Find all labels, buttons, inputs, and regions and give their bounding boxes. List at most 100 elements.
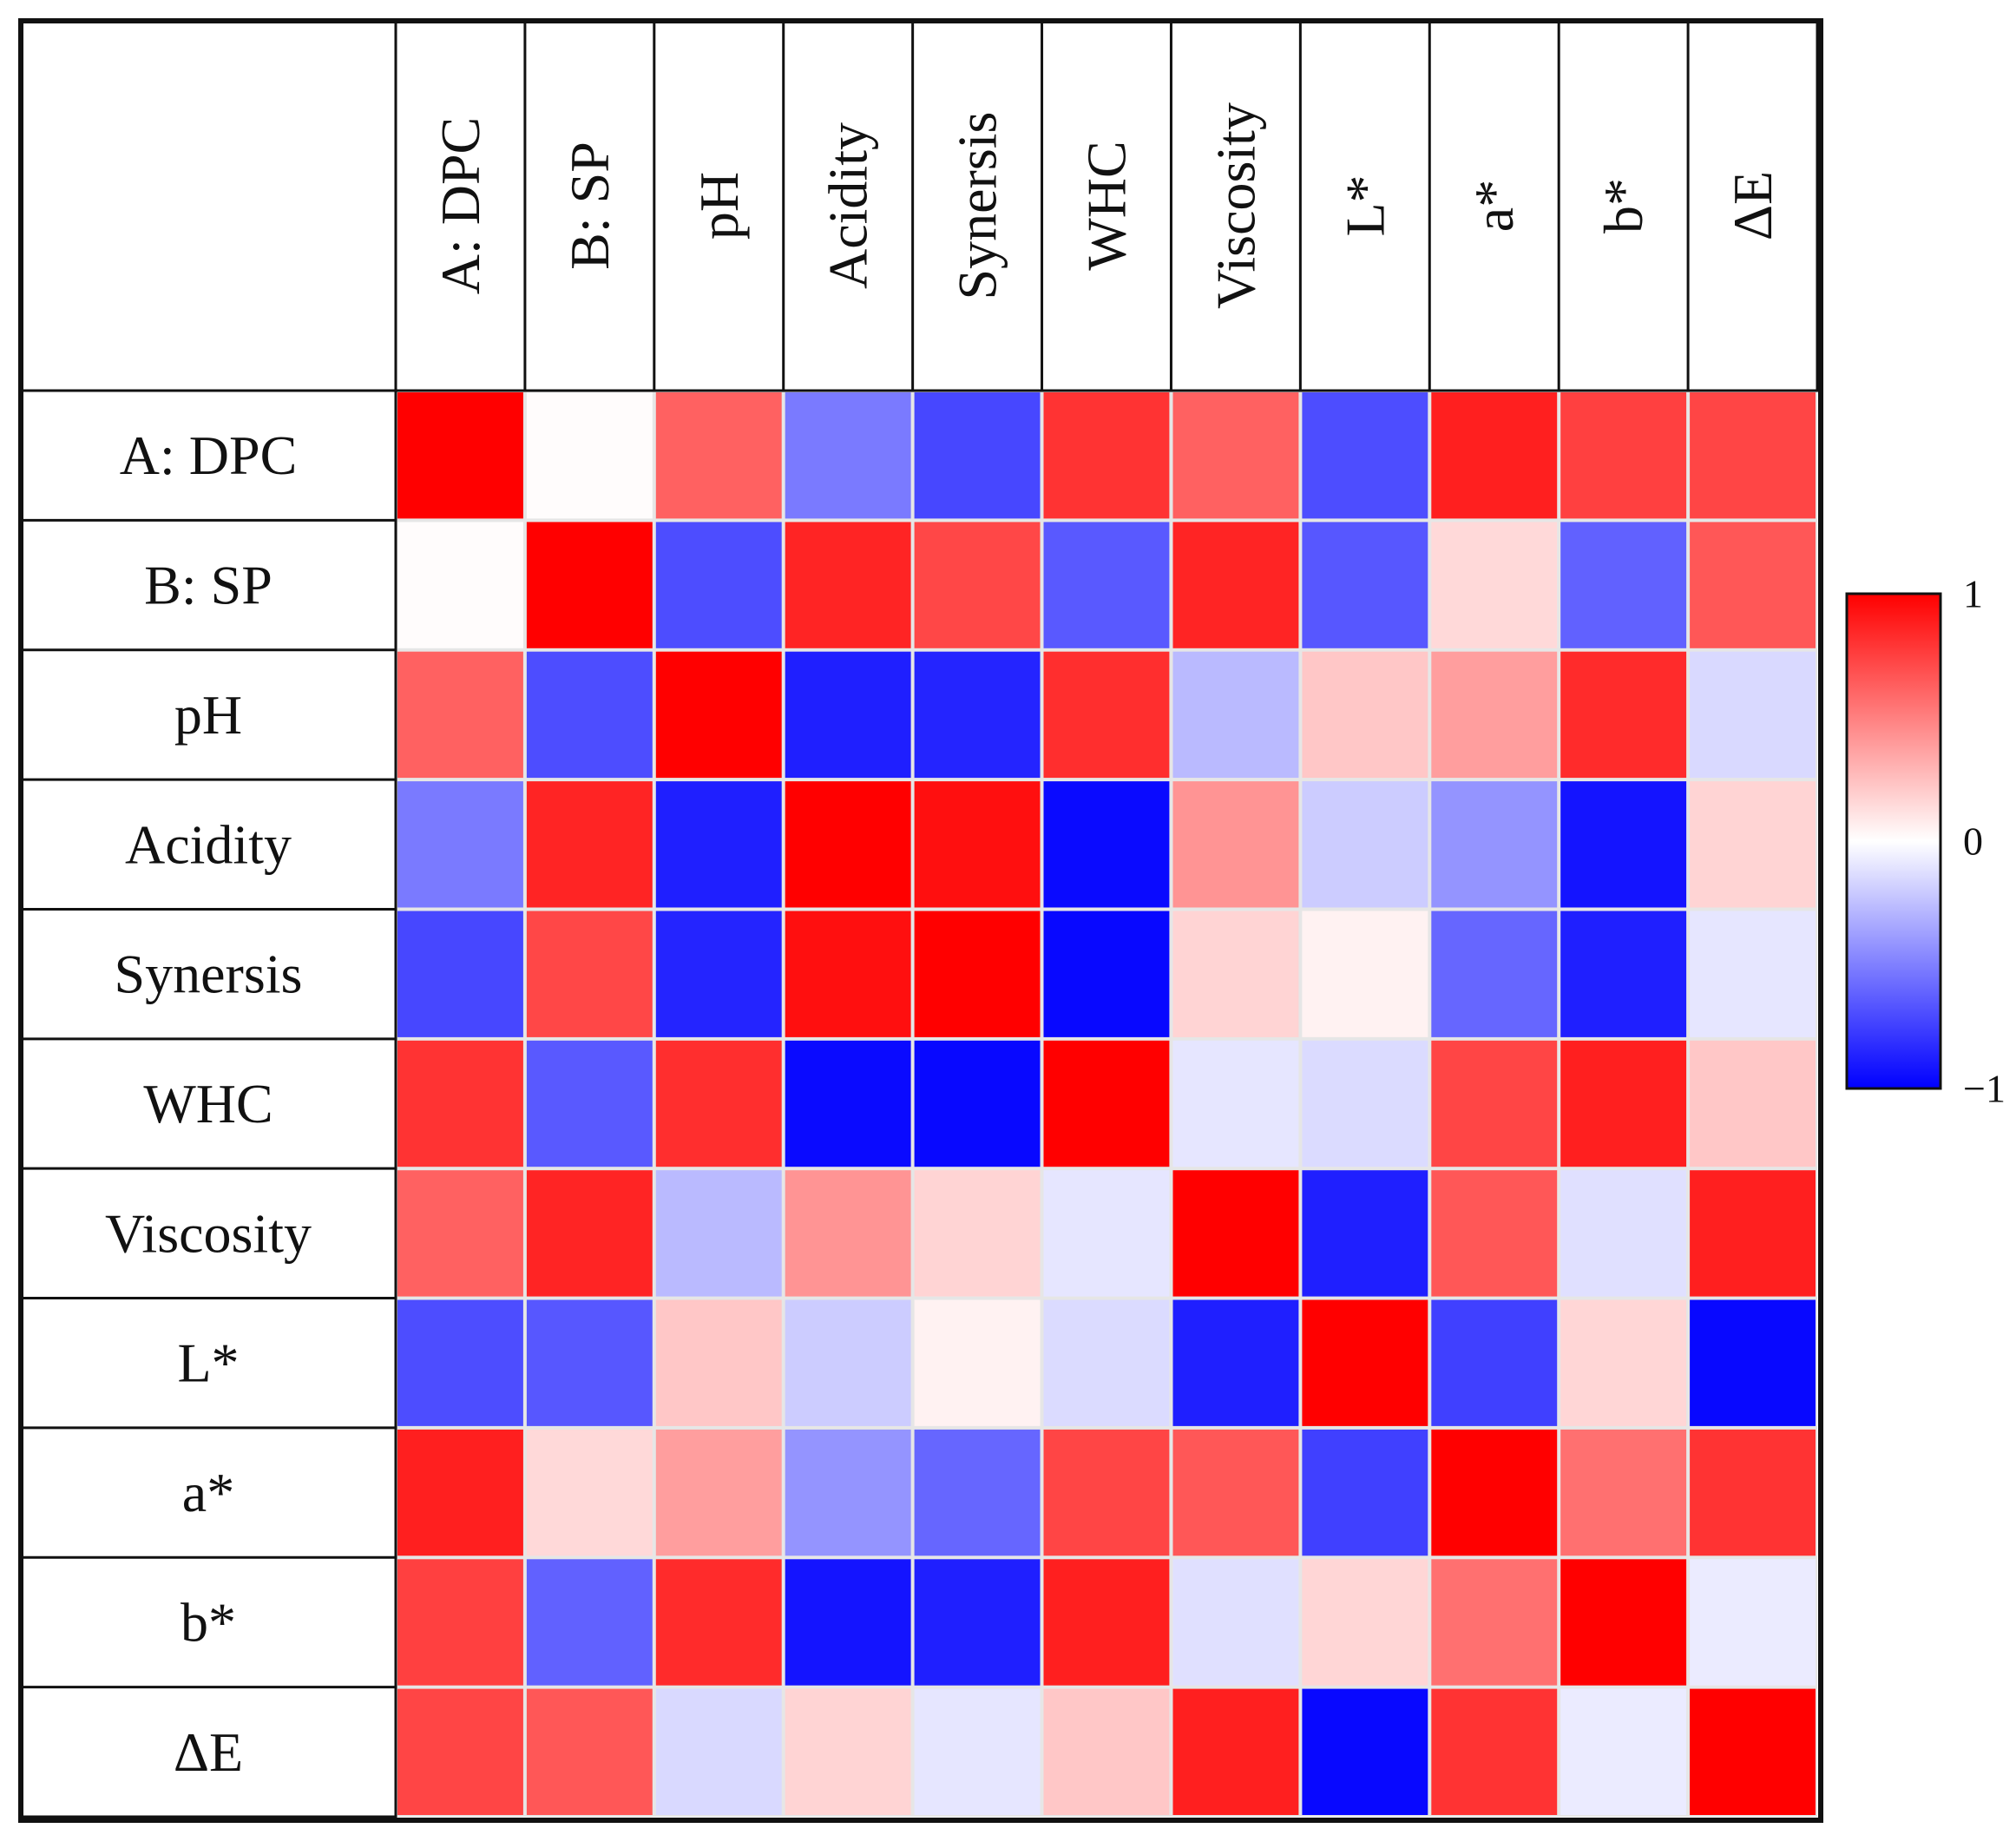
heatmap-cell (526, 1559, 653, 1686)
heatmap-cell (1690, 522, 1816, 648)
heatmap-cell (655, 1170, 782, 1297)
heatmap-cell (526, 392, 653, 519)
column-label: pH (688, 172, 750, 240)
row-label: Acidity (125, 813, 292, 875)
row-label: A: DPC (120, 424, 298, 486)
heatmap-cell (655, 1299, 782, 1426)
column-labels: A: DPC B: SP pH Acidity Synersis WHC Viscosity… (430, 102, 1783, 309)
heatmap-cell (1431, 392, 1558, 519)
heatmap-cell (1043, 1559, 1170, 1686)
heatmap-cell (526, 1688, 653, 1815)
column-label: A: DPC (430, 117, 491, 295)
column-label: Viscosity (1205, 102, 1266, 309)
heatmap-cell (1172, 1170, 1299, 1297)
heatmap-cell (655, 1040, 782, 1167)
heatmap-cell (785, 911, 911, 1037)
column-label: b* (1592, 178, 1654, 233)
heatmap-cell (1431, 522, 1558, 648)
heatmap-cell (1043, 1170, 1170, 1297)
row-label: pH (174, 684, 242, 746)
heatmap-cell (1560, 1299, 1687, 1426)
heatmap-cell (397, 522, 523, 648)
heatmap-cell (1560, 1429, 1687, 1556)
colorbar-tick-label: −1 (1963, 1067, 2006, 1111)
row-label: Viscosity (105, 1202, 312, 1264)
heatmap-cell (1302, 911, 1428, 1037)
heatmap-cell (655, 392, 782, 519)
heatmap-cell (1302, 1429, 1428, 1556)
heatmap-cell (526, 1299, 653, 1426)
heatmap-cell (1172, 1299, 1299, 1426)
heatmap-cell (1302, 522, 1428, 648)
column-label: Acidity (818, 122, 879, 289)
column-label: L* (1334, 174, 1395, 236)
heatmap-cell (397, 651, 523, 779)
heatmap-cell (1043, 911, 1170, 1037)
heatmap-cell (397, 1688, 523, 1815)
heatmap-cell (1172, 1559, 1299, 1686)
heatmap-cell (1431, 781, 1558, 908)
heatmap-cell (1560, 522, 1687, 648)
heatmap-cell (1302, 1688, 1428, 1815)
heatmap-cell (1431, 1040, 1558, 1167)
heatmap-cell (1172, 392, 1299, 519)
heatmap-cell (526, 1170, 653, 1297)
heatmap-cell (1690, 1688, 1816, 1815)
heatmap-cell (914, 522, 1041, 648)
heatmap-cell (1560, 651, 1687, 779)
heatmap-cell (1043, 781, 1170, 908)
heatmap-cell (1431, 1559, 1558, 1686)
row-label: Synersis (115, 944, 303, 1005)
colorbar-tick-label: 1 (1963, 572, 1983, 616)
heatmap-cell (1043, 392, 1170, 519)
heatmap-cell (1431, 1688, 1558, 1815)
colorbar-tick-label: 0 (1963, 819, 1983, 864)
row-label: b* (181, 1591, 236, 1653)
heatmap-cell (1043, 1688, 1170, 1815)
heatmap-cell (1560, 911, 1687, 1037)
heatmap-cell (1690, 392, 1816, 519)
heatmap-cell (914, 392, 1041, 519)
heatmap-cell (397, 1559, 523, 1686)
heatmap-cell (526, 781, 653, 908)
heatmap-cell (914, 1688, 1041, 1815)
heatmap-cell (785, 1429, 911, 1556)
column-label: Synersis (947, 112, 1008, 300)
heatmap-cell (1431, 1170, 1558, 1297)
heatmap-cell (1302, 1040, 1428, 1167)
row-label: WHC (143, 1073, 273, 1134)
heatmap-cell (1431, 1299, 1558, 1426)
heatmap-cell (1560, 1688, 1687, 1815)
heatmap-cell (1560, 1040, 1687, 1167)
heatmap-cell (655, 651, 782, 779)
heatmap-cell (1431, 911, 1558, 1037)
heatmap-cell (655, 1429, 782, 1556)
row-label: B: SP (144, 555, 273, 616)
heatmap-cell (526, 911, 653, 1037)
heatmap-cell (914, 911, 1041, 1037)
heatmap-cell (1690, 651, 1816, 779)
heatmap-cell (914, 1559, 1041, 1686)
heatmap-cell (526, 1040, 653, 1167)
row-label: ΔE (174, 1721, 243, 1783)
heatmap-cell (1302, 1559, 1428, 1686)
heatmap-cells (396, 391, 1817, 1817)
heatmap-cell (914, 651, 1041, 779)
heatmap-cell (785, 781, 911, 908)
table-border (18, 18, 1823, 1823)
heatmap-cell (1172, 1040, 1299, 1167)
heatmap-cell (655, 522, 782, 648)
heatmap-cell (785, 1688, 911, 1815)
heatmap-cell (1302, 392, 1428, 519)
heatmap-cell (914, 781, 1041, 908)
heatmap-cell (1302, 651, 1428, 779)
heatmap-cell (785, 651, 911, 779)
row-label: a* (182, 1462, 234, 1523)
heatmap-cell (785, 1040, 911, 1167)
heatmap-cell (526, 1429, 653, 1556)
heatmap-cell (397, 1040, 523, 1167)
heatmap-cell (1560, 781, 1687, 908)
heatmap-cell (1690, 1559, 1816, 1686)
column-label: a* (1463, 180, 1525, 232)
heatmap-cell (1043, 651, 1170, 779)
